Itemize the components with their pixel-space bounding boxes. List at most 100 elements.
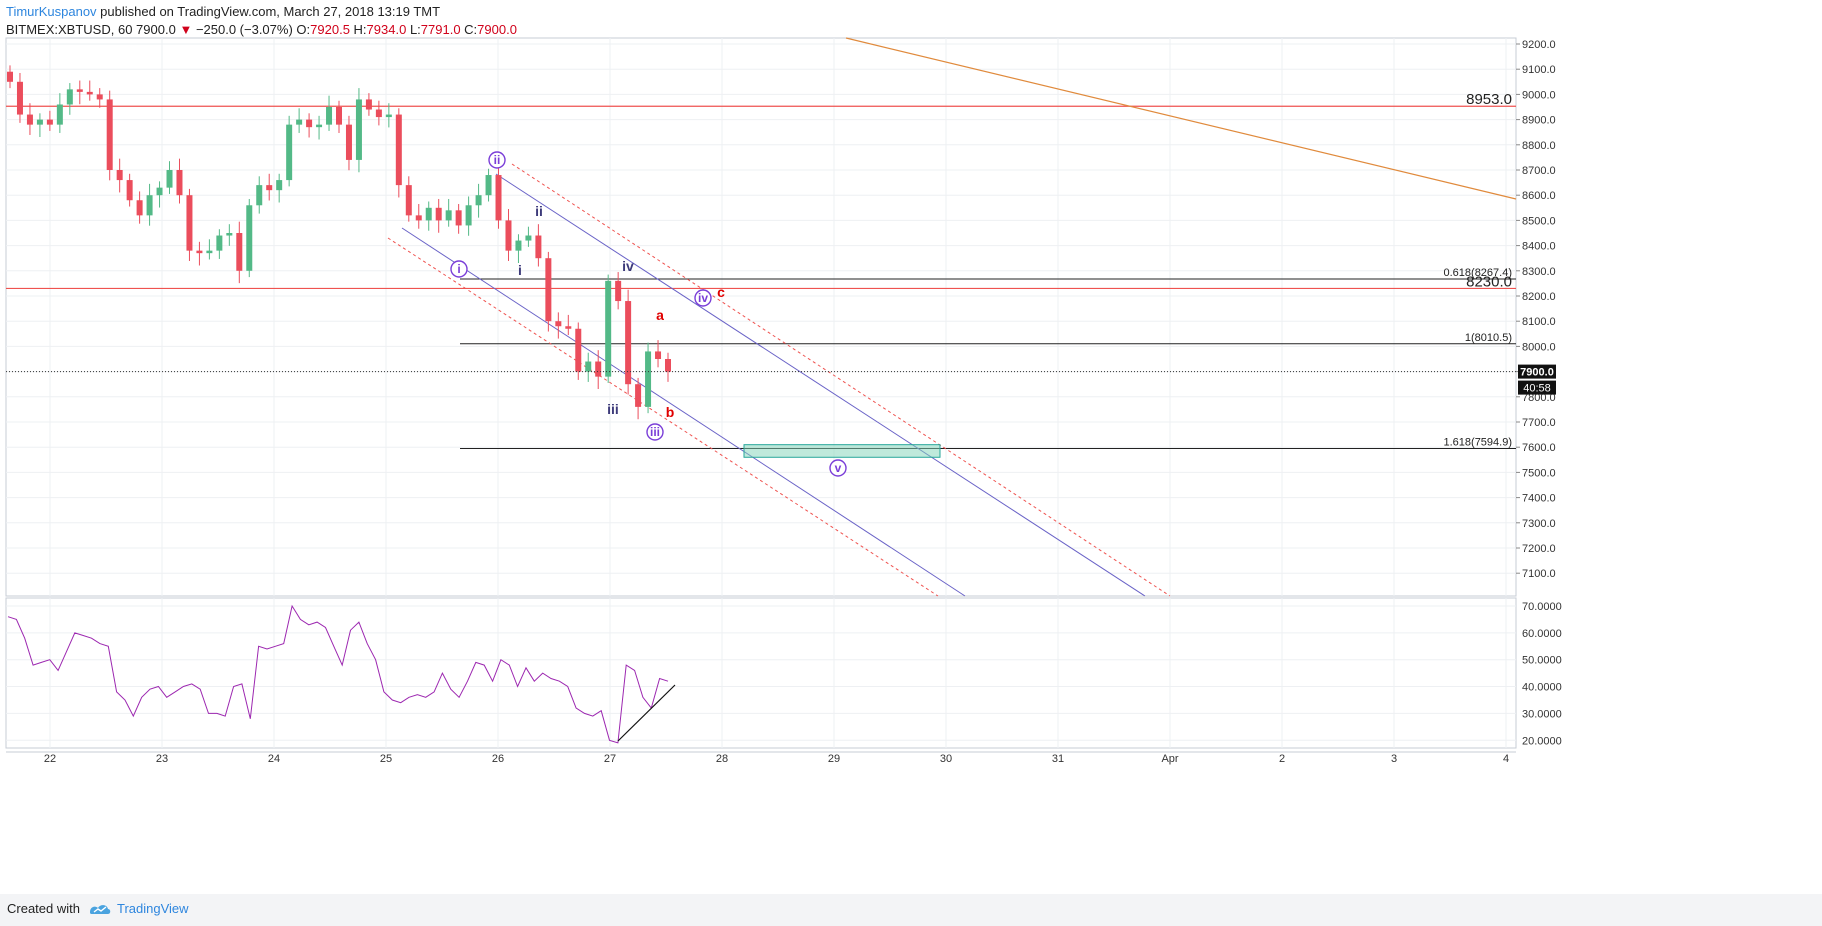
candle-body bbox=[355, 99, 362, 160]
high-label: H: bbox=[353, 22, 367, 37]
rsi-y-tick-label: 60.0000 bbox=[1522, 628, 1562, 640]
candle-body bbox=[595, 361, 602, 377]
candle-body bbox=[385, 114, 392, 118]
y-tick-label: 8400.0 bbox=[1522, 241, 1556, 253]
candle-body bbox=[276, 180, 283, 191]
rsi-y-tick-label: 70.0000 bbox=[1522, 601, 1562, 613]
candle-body bbox=[136, 200, 143, 216]
last-price-tag bbox=[1518, 364, 1556, 379]
candle-body bbox=[226, 233, 233, 236]
wave-circle bbox=[694, 289, 712, 307]
candle-body bbox=[316, 124, 323, 128]
candle-body bbox=[266, 185, 273, 191]
level-label: 1(8010.5) bbox=[1465, 332, 1512, 344]
target-zone bbox=[743, 444, 941, 458]
candle-body bbox=[435, 207, 442, 221]
candle-body bbox=[166, 170, 173, 188]
candle-body bbox=[186, 195, 193, 251]
x-tick-label: Apr bbox=[1161, 753, 1178, 765]
y-tick-label: 8900.0 bbox=[1522, 115, 1556, 127]
close-label: C: bbox=[464, 22, 478, 37]
last-price-tag-label: 7900.0 bbox=[1520, 367, 1554, 379]
author-link[interactable]: TimurKuspanov bbox=[6, 4, 97, 19]
x-tick-label: 22 bbox=[44, 753, 56, 765]
wave-label: ii bbox=[535, 203, 543, 219]
x-tick-label: 31 bbox=[1052, 753, 1064, 765]
candle-body bbox=[126, 180, 133, 201]
tradingview-brand[interactable]: TradingView bbox=[117, 901, 189, 916]
x-tick-label: 4 bbox=[1503, 753, 1509, 765]
candle-body bbox=[86, 91, 93, 95]
y-tick-label: 7200.0 bbox=[1522, 543, 1556, 555]
y-tick-label: 7300.0 bbox=[1522, 518, 1556, 530]
candle-body bbox=[445, 210, 452, 221]
close-value: 7900.0 bbox=[477, 22, 517, 37]
candle-body bbox=[246, 205, 253, 271]
low-value: 7791.0 bbox=[420, 22, 461, 37]
x-tick-label: 23 bbox=[156, 753, 168, 765]
level-label: 8953.0 bbox=[1466, 91, 1512, 108]
level-label: 1.618(7594.9) bbox=[1444, 436, 1513, 448]
wave-label: i bbox=[518, 262, 522, 278]
footer: Created with TradingView bbox=[0, 894, 1822, 926]
y-tick-label: 8000.0 bbox=[1522, 341, 1556, 353]
candle-body bbox=[256, 185, 263, 206]
candle-body bbox=[495, 175, 502, 221]
candle-body bbox=[365, 99, 372, 110]
candle-body bbox=[296, 119, 303, 125]
candle-body bbox=[286, 124, 293, 181]
open-label: O: bbox=[296, 22, 311, 37]
price-pane bbox=[5, 37, 1517, 597]
candle-body bbox=[96, 94, 103, 100]
candle-body bbox=[645, 351, 652, 407]
candle-body bbox=[236, 233, 243, 271]
countdown-tag-label: 40:58 bbox=[1523, 383, 1551, 395]
wave-label-circled: iii bbox=[650, 425, 660, 439]
candle-body bbox=[306, 119, 313, 128]
x-tick-label: 29 bbox=[828, 753, 840, 765]
candle-body bbox=[405, 185, 412, 216]
y-tick-label: 8300.0 bbox=[1522, 266, 1556, 278]
wave-label: iv bbox=[622, 258, 634, 274]
candle-body bbox=[156, 187, 163, 196]
rsi-pane bbox=[5, 597, 1517, 749]
tradingview-logo-icon[interactable] bbox=[88, 900, 112, 918]
wave-label-circled: iv bbox=[698, 291, 708, 305]
candle-body bbox=[46, 119, 53, 125]
candle-body bbox=[585, 361, 592, 372]
y-tick-label: 7800.0 bbox=[1522, 392, 1556, 404]
candle-body bbox=[216, 235, 223, 251]
y-tick-label: 8600.0 bbox=[1522, 190, 1556, 202]
candle-body bbox=[535, 235, 542, 259]
rsi-line bbox=[7, 604, 669, 744]
y-tick-label: 9000.0 bbox=[1522, 89, 1556, 101]
x-tick-label: 24 bbox=[268, 753, 280, 765]
candle-body bbox=[326, 107, 333, 125]
y-tick-label: 9200.0 bbox=[1522, 39, 1556, 51]
price-change: −250.0 (−3.07%) bbox=[195, 22, 293, 37]
rsi-divergence-line bbox=[617, 684, 676, 742]
y-tick-label: 7700.0 bbox=[1522, 417, 1556, 429]
header-line-2: BITMEX:XBTUSD, 60 7900.0 ▼ −250.0 (−3.07… bbox=[6, 21, 517, 39]
candle-body bbox=[76, 89, 83, 92]
y-tick-label: 9100.0 bbox=[1522, 64, 1556, 76]
candle-body bbox=[375, 109, 382, 118]
candle-body bbox=[425, 207, 432, 221]
candle-body bbox=[565, 326, 572, 329]
channel-dashed-upper bbox=[511, 163, 1171, 597]
x-tick-label: 2 bbox=[1279, 753, 1285, 765]
chart-header: TimurKuspanov published on TradingView.c… bbox=[6, 3, 517, 39]
candle-body bbox=[615, 280, 622, 302]
candle-body bbox=[66, 89, 73, 105]
candle-body bbox=[56, 104, 63, 125]
trendline bbox=[845, 37, 1517, 200]
candle-body bbox=[146, 195, 153, 216]
symbol-label[interactable]: BITMEX:XBTUSD, 60 bbox=[6, 22, 133, 37]
header-line-1: TimurKuspanov published on TradingView.c… bbox=[6, 3, 517, 21]
x-tick-label: 27 bbox=[604, 753, 616, 765]
candle-body bbox=[36, 119, 43, 125]
candle-body bbox=[196, 250, 203, 254]
price-chart[interactable]: 9200.0 9100.0 9000.0 8900.0 8800.0 8700.0 8600… bbox=[0, 0, 1822, 894]
candle-body bbox=[176, 170, 183, 196]
rsi-y-tick-label: 20.0000 bbox=[1522, 735, 1562, 747]
